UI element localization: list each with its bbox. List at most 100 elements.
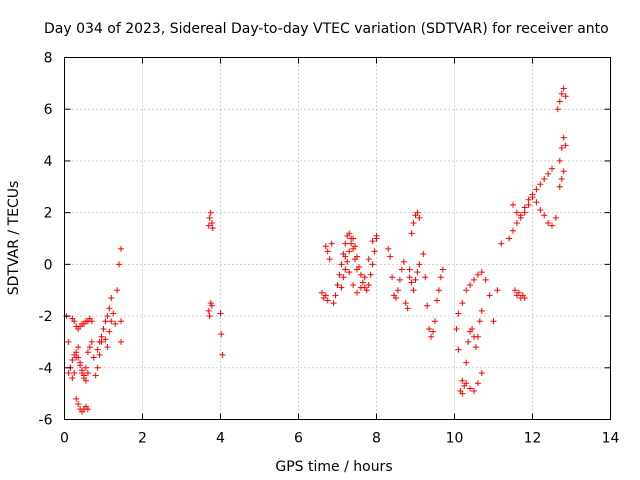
data-point xyxy=(545,170,552,177)
data-point xyxy=(108,318,115,325)
data-point xyxy=(511,287,518,294)
data-point xyxy=(208,302,215,309)
data-point xyxy=(84,369,91,376)
data-point xyxy=(469,326,476,332)
data-point xyxy=(467,282,474,289)
data-point xyxy=(75,354,82,361)
data-point xyxy=(558,176,565,183)
data-point xyxy=(556,183,563,190)
data-point xyxy=(81,372,87,379)
data-point xyxy=(459,377,466,384)
data-point xyxy=(84,349,91,356)
data-point xyxy=(352,243,359,250)
data-point xyxy=(106,328,113,335)
y-tick-label: 6 xyxy=(44,102,53,118)
data-point xyxy=(465,338,472,345)
data-point xyxy=(410,287,417,294)
data-point xyxy=(455,310,462,317)
chart-title: Day 034 of 2023, Sidereal Day-to-day VTE… xyxy=(44,21,609,37)
data-point xyxy=(69,357,76,364)
data-point xyxy=(556,157,563,164)
data-point xyxy=(71,318,78,325)
data-point xyxy=(400,258,407,265)
data-point xyxy=(414,209,421,216)
data-point xyxy=(357,284,364,291)
data-point xyxy=(560,168,567,175)
y-tick-label: 8 xyxy=(44,51,53,67)
data-point xyxy=(354,253,360,260)
data-point xyxy=(110,310,117,317)
data-point xyxy=(478,307,485,314)
data-point xyxy=(359,279,366,286)
data-point xyxy=(478,369,485,376)
data-point xyxy=(355,263,362,270)
data-point xyxy=(459,390,466,397)
y-tick-label: 2 xyxy=(44,206,53,222)
data-point xyxy=(498,240,505,247)
data-point xyxy=(558,145,565,151)
data-point xyxy=(79,367,86,374)
data-point xyxy=(350,282,357,289)
data-point xyxy=(318,289,325,296)
data-point xyxy=(108,294,115,301)
data-point xyxy=(65,369,72,376)
data-point xyxy=(365,282,372,289)
data-point xyxy=(402,300,409,307)
data-point xyxy=(357,271,364,278)
data-point xyxy=(217,310,224,317)
data-point xyxy=(338,261,345,268)
data-point xyxy=(410,219,417,226)
data-point xyxy=(537,207,544,214)
data-point xyxy=(363,287,370,294)
data-point xyxy=(412,276,419,283)
data-point xyxy=(371,248,378,255)
data-point xyxy=(118,338,125,345)
data-point xyxy=(529,194,536,201)
data-point xyxy=(558,90,565,97)
data-point xyxy=(94,364,101,371)
data-point xyxy=(336,271,343,278)
data-point xyxy=(521,209,528,216)
data-point xyxy=(562,93,569,100)
data-point xyxy=(510,227,516,234)
x-tick-label: 14 xyxy=(602,431,620,447)
data-point xyxy=(77,362,84,369)
data-point xyxy=(455,346,462,353)
data-point xyxy=(537,181,544,188)
data-point xyxy=(482,276,489,283)
data-point xyxy=(533,199,540,206)
x-axis-label: GPS time / hours xyxy=(275,459,392,475)
data-point xyxy=(84,406,91,413)
y-tick-label: -2 xyxy=(39,309,53,325)
data-point xyxy=(361,274,368,281)
data-point xyxy=(118,245,125,252)
data-point xyxy=(207,300,214,307)
data-point xyxy=(428,333,435,340)
data-point xyxy=(324,248,331,255)
data-point xyxy=(118,318,125,325)
data-point xyxy=(549,222,555,229)
data-point xyxy=(541,176,548,183)
data-point xyxy=(348,240,355,247)
data-point xyxy=(474,333,481,340)
x-tick-label: 2 xyxy=(138,431,147,447)
data-point xyxy=(100,326,107,332)
x-tick-label: 8 xyxy=(372,431,381,447)
data-point xyxy=(73,349,80,356)
data-point xyxy=(560,134,567,141)
axis-ticks xyxy=(64,57,611,420)
data-point xyxy=(340,274,347,281)
data-point xyxy=(322,292,329,299)
data-point xyxy=(459,300,466,307)
data-point xyxy=(330,300,337,307)
data-point xyxy=(494,287,501,294)
data-point xyxy=(102,318,109,325)
data-point xyxy=(430,328,437,335)
data-point xyxy=(408,230,415,237)
data-point xyxy=(474,380,481,387)
data-point xyxy=(369,261,376,268)
x-tick-label: 0 xyxy=(60,431,69,447)
data-point xyxy=(552,214,559,221)
data-point xyxy=(82,364,89,371)
